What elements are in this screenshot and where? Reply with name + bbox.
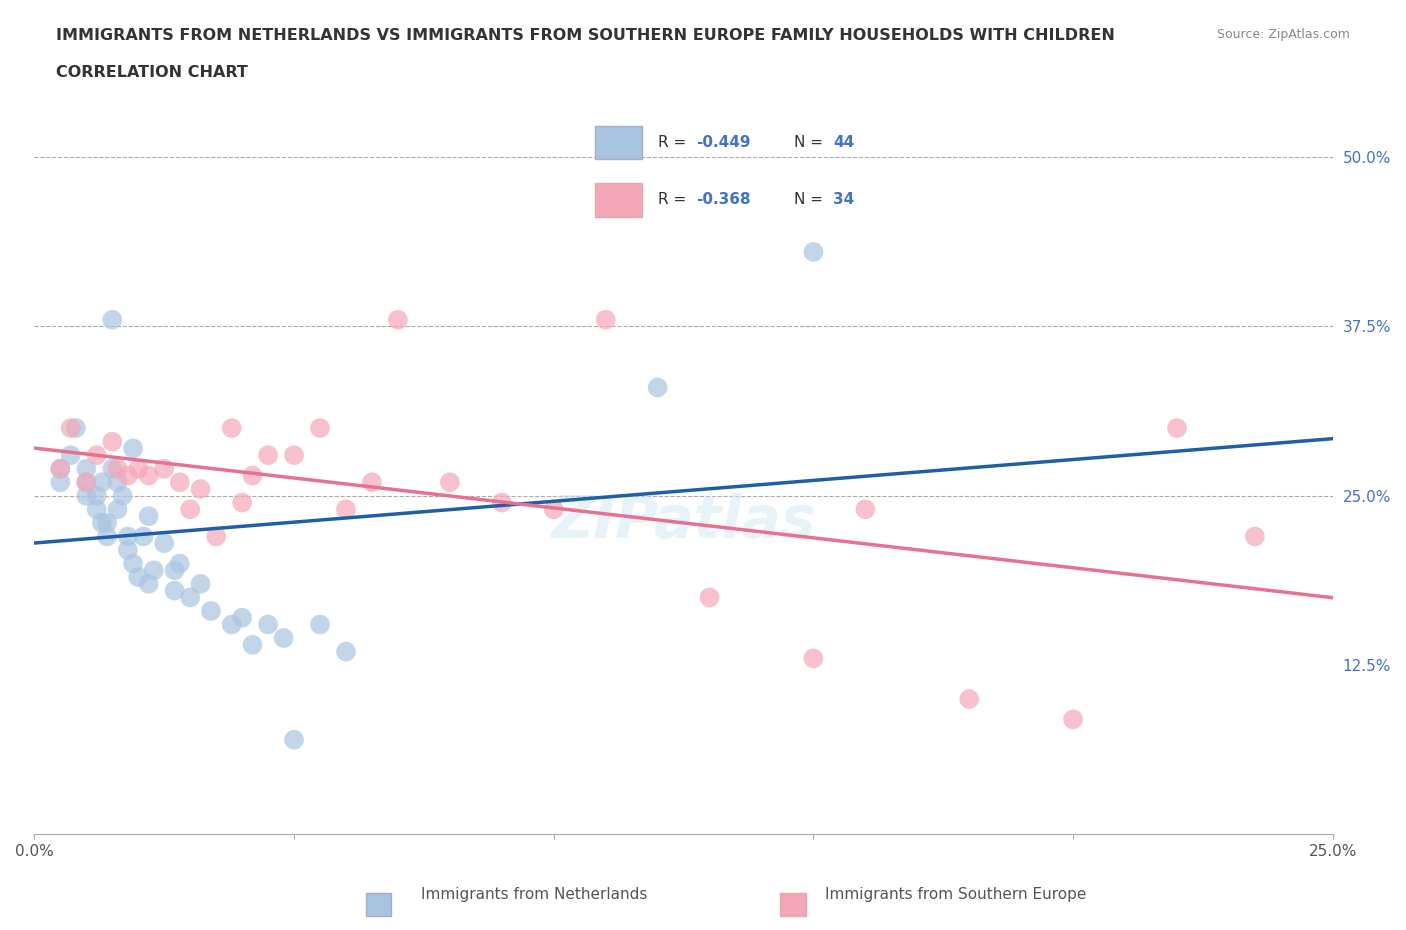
- Point: [138, 468, 160, 483]
- Point: [361, 475, 384, 490]
- Point: [86, 447, 108, 462]
- Text: CORRELATION CHART: CORRELATION CHART: [56, 65, 247, 80]
- Point: [231, 495, 253, 510]
- Point: [75, 475, 97, 490]
- Point: [107, 502, 129, 517]
- Point: [49, 461, 72, 476]
- Point: [86, 488, 108, 503]
- Point: [283, 732, 305, 747]
- Point: [117, 468, 139, 483]
- Point: [122, 556, 145, 571]
- Point: [200, 604, 222, 618]
- Text: Source: ZipAtlas.com: Source: ZipAtlas.com: [1216, 28, 1350, 41]
- Point: [127, 570, 149, 585]
- Point: [96, 529, 118, 544]
- Point: [49, 475, 72, 490]
- Point: [257, 447, 280, 462]
- Point: [127, 461, 149, 476]
- Point: [75, 461, 97, 476]
- Point: [163, 583, 186, 598]
- Point: [59, 447, 82, 462]
- Point: [309, 618, 332, 632]
- Point: [107, 475, 129, 490]
- Point: [169, 556, 191, 571]
- Point: [138, 509, 160, 524]
- Point: [163, 563, 186, 578]
- Point: [257, 618, 280, 632]
- Point: [153, 461, 176, 476]
- Point: [595, 312, 617, 327]
- Point: [491, 495, 513, 510]
- Point: [309, 420, 332, 435]
- Point: [439, 475, 461, 490]
- Point: [75, 475, 97, 490]
- Point: [138, 577, 160, 591]
- Point: [335, 502, 357, 517]
- Point: [142, 563, 165, 578]
- Point: [242, 468, 264, 483]
- Point: [59, 420, 82, 435]
- Point: [853, 502, 876, 517]
- Point: [699, 590, 721, 604]
- Point: [1166, 420, 1188, 435]
- Point: [231, 610, 253, 625]
- Point: [101, 461, 124, 476]
- Point: [803, 651, 825, 666]
- Point: [387, 312, 409, 327]
- Point: [90, 515, 112, 530]
- Point: [221, 420, 243, 435]
- Text: Immigrants from Southern Europe: Immigrants from Southern Europe: [825, 887, 1087, 902]
- Point: [335, 644, 357, 659]
- Point: [205, 529, 228, 544]
- Point: [543, 502, 565, 517]
- Point: [1062, 711, 1084, 726]
- Point: [86, 502, 108, 517]
- Point: [179, 502, 201, 517]
- Point: [153, 536, 176, 551]
- Point: [132, 529, 155, 544]
- Point: [49, 461, 72, 476]
- Point: [101, 434, 124, 449]
- Point: [65, 420, 87, 435]
- Text: ZIPatlas: ZIPatlas: [551, 493, 815, 550]
- Point: [107, 461, 129, 476]
- Point: [273, 631, 295, 645]
- Point: [75, 488, 97, 503]
- Text: IMMIGRANTS FROM NETHERLANDS VS IMMIGRANTS FROM SOUTHERN EUROPE FAMILY HOUSEHOLDS: IMMIGRANTS FROM NETHERLANDS VS IMMIGRANT…: [56, 28, 1115, 43]
- Point: [190, 482, 212, 497]
- Point: [169, 475, 191, 490]
- Point: [242, 637, 264, 652]
- Point: [803, 245, 825, 259]
- Point: [647, 380, 669, 395]
- Point: [122, 441, 145, 456]
- Point: [283, 447, 305, 462]
- Point: [221, 618, 243, 632]
- Point: [90, 475, 112, 490]
- Point: [179, 590, 201, 604]
- Point: [117, 542, 139, 557]
- Point: [1244, 529, 1267, 544]
- Text: Immigrants from Netherlands: Immigrants from Netherlands: [420, 887, 648, 902]
- Point: [957, 692, 980, 707]
- Point: [101, 312, 124, 327]
- Point: [117, 529, 139, 544]
- Point: [96, 515, 118, 530]
- Point: [111, 488, 134, 503]
- Point: [190, 577, 212, 591]
